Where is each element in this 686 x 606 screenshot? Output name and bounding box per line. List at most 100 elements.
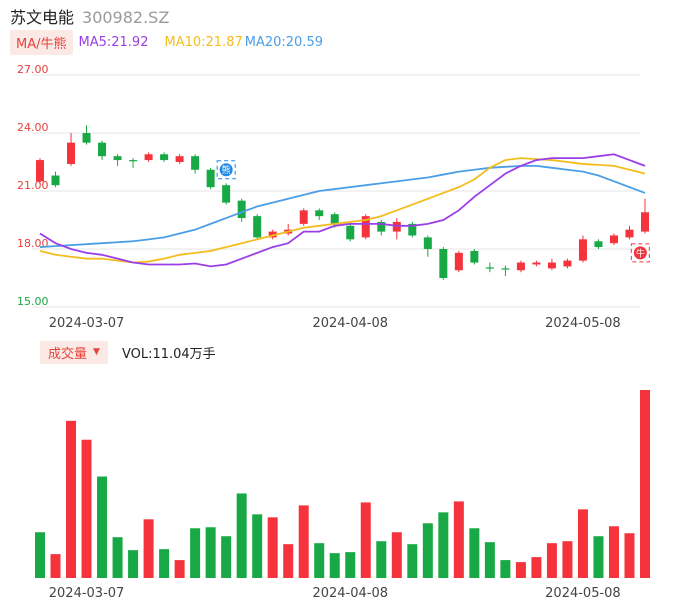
bear-marker-icon-frame	[216, 160, 236, 180]
candle-body[interactable]	[175, 156, 184, 162]
ma10-value: MA10:21.87	[164, 34, 243, 50]
volume-bar[interactable]	[112, 537, 123, 578]
volume-bar[interactable]	[159, 549, 170, 578]
candle-body[interactable]	[237, 200, 246, 219]
candle-body[interactable]	[361, 216, 370, 238]
candle-body[interactable]	[485, 267, 494, 269]
candle-body[interactable]	[346, 225, 355, 240]
candle-body[interactable]	[578, 239, 587, 261]
candle-body[interactable]	[67, 142, 76, 164]
candle-body[interactable]	[625, 229, 634, 238]
price-date-label: 2024-05-08	[545, 316, 621, 331]
candle-body[interactable]	[470, 250, 479, 263]
volume-bar[interactable]	[640, 390, 650, 578]
candle-body[interactable]	[129, 160, 138, 162]
volume-tag-label: 成交量	[48, 346, 88, 362]
volume-bar[interactable]	[515, 562, 526, 578]
volume-bar[interactable]	[407, 544, 418, 578]
candle-body[interactable]	[501, 268, 510, 270]
candle-body[interactable]	[439, 249, 448, 278]
volume-bar[interactable]	[128, 550, 139, 578]
volume-bar[interactable]	[422, 523, 433, 578]
candle-body[interactable]	[609, 235, 618, 244]
volume-bar[interactable]	[221, 536, 232, 578]
volume-bar[interactable]	[500, 560, 511, 578]
volume-bar[interactable]	[143, 519, 154, 578]
ma-indicator-selector[interactable]: MA/牛熊	[10, 29, 73, 55]
candle-body[interactable]	[82, 133, 91, 143]
volume-value: VOL:11.04万手	[121, 346, 216, 362]
ma20-line	[39, 164, 646, 248]
volume-bar[interactable]	[360, 502, 371, 578]
candle-body[interactable]	[423, 237, 432, 249]
candle-body[interactable]	[392, 221, 401, 232]
candle-body[interactable]	[516, 262, 525, 271]
volume-bar[interactable]	[252, 514, 263, 578]
volume-bar[interactable]	[376, 541, 387, 578]
volume-bar[interactable]	[66, 420, 77, 578]
candle-body[interactable]	[268, 231, 277, 238]
candle-body[interactable]	[253, 216, 262, 238]
bear-marker-icon	[219, 163, 233, 177]
ma5-value: MA5:21.92	[78, 34, 149, 50]
volume-bar[interactable]	[236, 493, 247, 578]
candle-body[interactable]	[330, 214, 339, 224]
candle-body[interactable]	[532, 262, 541, 265]
candle-body[interactable]	[222, 185, 231, 203]
candle-body[interactable]	[98, 142, 107, 157]
volume-bar[interactable]	[190, 528, 201, 578]
candle-body[interactable]	[563, 260, 572, 267]
candle-body[interactable]	[51, 175, 60, 186]
candle-body[interactable]	[206, 169, 215, 188]
volume-bar[interactable]	[391, 532, 402, 578]
volume-bar[interactable]	[438, 512, 449, 578]
price-tick-label: 27.00	[17, 63, 49, 76]
volume-bar[interactable]	[97, 476, 108, 578]
volume-bar[interactable]	[205, 527, 216, 578]
volume-bar[interactable]	[267, 517, 278, 578]
candle-body[interactable]	[454, 252, 463, 271]
volume-bar[interactable]	[174, 560, 185, 578]
candle-body[interactable]	[547, 262, 556, 269]
candle-body[interactable]	[191, 156, 200, 170]
volume-bar[interactable]	[577, 509, 588, 578]
bull-marker-icon-glyph: 牛	[636, 247, 645, 259]
volume-legend: 成交量 ▼ VOL:11.04万手	[40, 340, 216, 364]
candle-body[interactable]	[408, 223, 417, 236]
ma10-line	[39, 157, 646, 264]
stock-header: 苏文电能 300982.SZ	[10, 4, 169, 28]
volume-bar[interactable]	[35, 532, 45, 578]
price-date-label: 2024-03-07	[49, 316, 125, 331]
volume-bar[interactable]	[329, 553, 340, 578]
candle-body[interactable]	[377, 221, 386, 232]
candle-body[interactable]	[160, 154, 169, 161]
volume-bar[interactable]	[531, 557, 542, 578]
volume-bar[interactable]	[453, 501, 464, 578]
volume-bar[interactable]	[624, 533, 635, 578]
price-date-label: 2024-04-08	[312, 316, 388, 331]
candle-body[interactable]	[315, 210, 324, 217]
volume-bar[interactable]	[562, 541, 573, 578]
volume-bar[interactable]	[608, 526, 619, 578]
bear-marker-icon-glyph: 熊	[222, 164, 231, 176]
volume-bar[interactable]	[546, 543, 557, 578]
volume-bar[interactable]	[50, 554, 61, 578]
candle-body[interactable]	[594, 241, 603, 248]
candle-body[interactable]	[36, 160, 44, 182]
volume-bar[interactable]	[81, 439, 92, 578]
volume-date-label: 2024-04-08	[312, 586, 388, 601]
candle-body[interactable]	[144, 154, 153, 161]
volume-bar[interactable]	[314, 543, 325, 578]
candle-body[interactable]	[113, 156, 122, 161]
volume-bar[interactable]	[298, 505, 309, 578]
volume-bar[interactable]	[593, 536, 604, 578]
volume-bar[interactable]	[283, 544, 294, 578]
caret-down-icon: ▼	[93, 347, 100, 357]
candle-body[interactable]	[641, 212, 649, 232]
volume-bar[interactable]	[345, 552, 356, 578]
volume-bar[interactable]	[469, 528, 480, 578]
volume-indicator-selector[interactable]: 成交量 ▼	[40, 340, 108, 364]
volume-bar[interactable]	[484, 542, 495, 578]
candle-body[interactable]	[299, 210, 308, 224]
